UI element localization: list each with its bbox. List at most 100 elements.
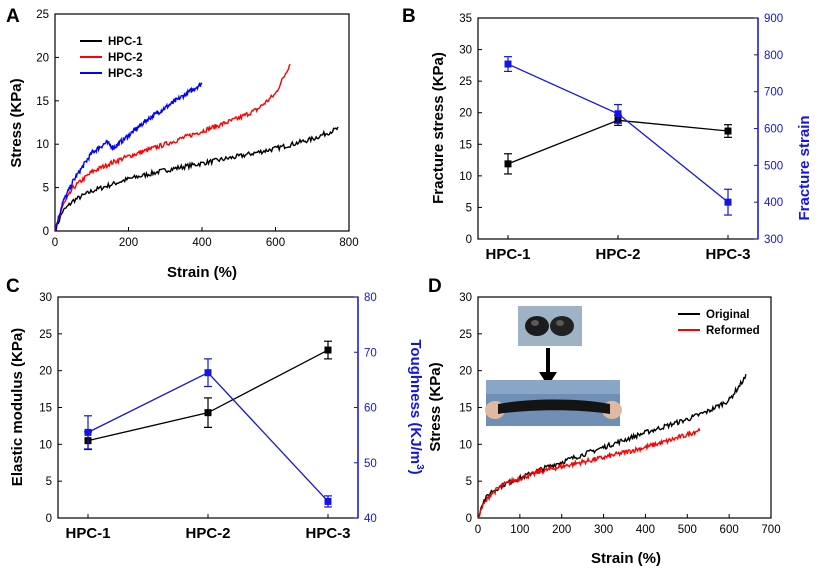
panel-a-series-hpc-1-line (54, 126, 339, 232)
panel-a-xtick-label: 200 (119, 237, 138, 249)
panel-d-ytick-label: 5 (466, 476, 472, 488)
panel-d-ytick-label: 0 (466, 513, 472, 525)
panel-b-ytick-label: 25 (459, 76, 472, 88)
panel-c-point (204, 409, 212, 417)
panel-a-ytick-label: 25 (36, 9, 49, 21)
panel-label-a: A (6, 6, 20, 27)
panel-c-ytick-label: 25 (39, 329, 52, 341)
panel-c-category-label: HPC-2 (185, 525, 230, 542)
panel-b-point (504, 160, 512, 168)
panel-c-y2label-sup: 3 (414, 464, 425, 470)
panel-c-ytick-label: 20 (39, 366, 52, 378)
panel-c-y2label-main: Toughness (KJ/m (407, 339, 424, 464)
panel-c-plot: HPC-1 HPC-2 HPC-3 0 5 10 15 20 25 30 40 50 60 70 80 (39, 292, 377, 542)
panel-c-ytick-label: 0 (46, 513, 52, 525)
panel-a-series-hpc-3-line (54, 81, 203, 232)
panel-c-ytick-label: 5 (46, 476, 52, 488)
panel-d-legend-label: Reformed (706, 325, 760, 337)
panel-b-category-label: HPC-1 (485, 246, 530, 263)
panel-b-ytick-label: 20 (459, 108, 472, 120)
panel-b-series-line (507, 119, 729, 165)
panel-a-ytick-label: 20 (36, 52, 49, 64)
panel-b-y2tick-label: 700 (764, 87, 783, 99)
panel-a-frame (54, 13, 350, 232)
panel-d-legend-label: Original (706, 309, 749, 321)
panel-c-y2tick-label: 70 (364, 347, 377, 359)
panel-d-ytick-label: 25 (459, 329, 472, 341)
panel-c-series-line (87, 371, 329, 502)
panel-d-xtick-label: 100 (510, 524, 529, 536)
panel-c-point (324, 346, 332, 354)
panel-c-category-label: HPC-1 (65, 525, 110, 542)
panel-label-d: D (428, 276, 442, 297)
panel-c-point (324, 497, 332, 505)
panel-b-y2tick-label: 800 (764, 50, 783, 62)
panel-c-y2tick-label: 50 (364, 458, 377, 470)
panel-b-point (724, 127, 732, 135)
panel-b-plot: HPC-1 HPC-2 HPC-3 0 5 10 15 20 25 30 35 300 400 500 60… (459, 13, 783, 263)
panel-d-xlabel: Strain (%) (591, 550, 661, 567)
panel-b-y2tick-label: 500 (764, 160, 783, 172)
panel-a-ytick-label: 0 (43, 226, 49, 238)
panel-a-ytick-label: 10 (36, 139, 49, 151)
panel-b-ylabel: Fracture stress (KPa) (430, 52, 447, 204)
panel-d-xtick-label: 200 (552, 524, 571, 536)
panel-b-y2tick-label: 400 (764, 197, 783, 209)
panel-b-point (724, 198, 732, 206)
panel-b-y2label: Fracture strain (796, 115, 813, 220)
panel-b-ytick-label: 15 (459, 139, 472, 151)
panel-d-xtick-label: 500 (678, 524, 697, 536)
panel-a-xtick-label: 0 (52, 237, 58, 249)
panel-b-ytick-label: 35 (459, 13, 472, 25)
panel-a-xlabel: Strain (%) (167, 264, 237, 281)
panel-a-plot: 0 200 400 600 800 0 5 10 15 20 25 HPC-1 HPC-2 HPC-3 (36, 9, 358, 249)
panel-d-xtick-label: 600 (720, 524, 739, 536)
panel-c-ylabel: Elastic modulus (KPa) (9, 328, 26, 486)
panel-c-y2tick-label: 40 (364, 513, 377, 525)
panel-a-xtick-label: 600 (266, 237, 285, 249)
panel-c-y2tick-label: 60 (364, 403, 377, 415)
panel-d-ylabel: Stress (KPa) (427, 362, 444, 451)
panel-d-plot: 0 100 200 300 400 500 600 700 0 5 10 15 20 25 30 Origin… (459, 292, 780, 536)
panel-b-frame (477, 17, 759, 240)
panel-a-legend-label: HPC-2 (108, 52, 143, 64)
panel-d-xtick-label: 0 (475, 524, 481, 536)
panel-b-ytick-label: 30 (459, 45, 472, 57)
panel-c-point (84, 428, 92, 436)
panel-b-y2tick-label: 900 (764, 13, 783, 25)
panel-b-category-label: HPC-3 (705, 246, 750, 263)
panel-b-y2tick-label: 300 (764, 234, 783, 246)
panel-c-category-label: HPC-3 (305, 525, 350, 542)
panel-b-ytick-label: 10 (459, 171, 472, 183)
panel-c-y2label-close: ) (407, 470, 424, 475)
panel-d-ytick-label: 10 (459, 439, 472, 451)
arrow-down-icon (539, 348, 557, 386)
sample-photo-pieces (518, 306, 582, 346)
panel-b-point (614, 110, 622, 118)
panel-d-ytick-label: 15 (459, 403, 472, 415)
sample-photo-reformed (485, 380, 622, 426)
panel-d-xtick-label: 700 (761, 524, 780, 536)
panel-b-y2tick-label: 600 (764, 124, 783, 136)
panel-b-point (504, 60, 512, 68)
panel-c-ytick-label: 15 (39, 403, 52, 415)
panel-a-ytick-label: 15 (36, 96, 49, 108)
panel-a-ylabel: Stress (KPa) (8, 78, 25, 167)
panel-c-y2label: Toughness (KJ/m3) (407, 339, 425, 474)
panel-d-xtick-label: 400 (636, 524, 655, 536)
panel-a-xtick-label: 800 (339, 237, 358, 249)
panel-b-ytick-label: 0 (466, 234, 472, 246)
panel-d-ytick-label: 30 (459, 292, 472, 304)
panel-d-ytick-label: 20 (459, 366, 472, 378)
panel-a-ytick-label: 5 (43, 183, 49, 195)
panel-label-b: B (402, 6, 416, 27)
panel-a-series-hpc-2-line (54, 63, 291, 232)
panel-a-xtick-label: 400 (192, 237, 211, 249)
panel-c-ytick-label: 10 (39, 439, 52, 451)
panel-b-category-label: HPC-2 (595, 246, 640, 263)
panel-b-series-line (507, 63, 729, 203)
panel-c-ytick-label: 30 (39, 292, 52, 304)
panel-a-legend-label: HPC-3 (108, 68, 143, 80)
panel-c-y2tick-label: 80 (364, 292, 377, 304)
panel-d-xtick-label: 300 (594, 524, 613, 536)
